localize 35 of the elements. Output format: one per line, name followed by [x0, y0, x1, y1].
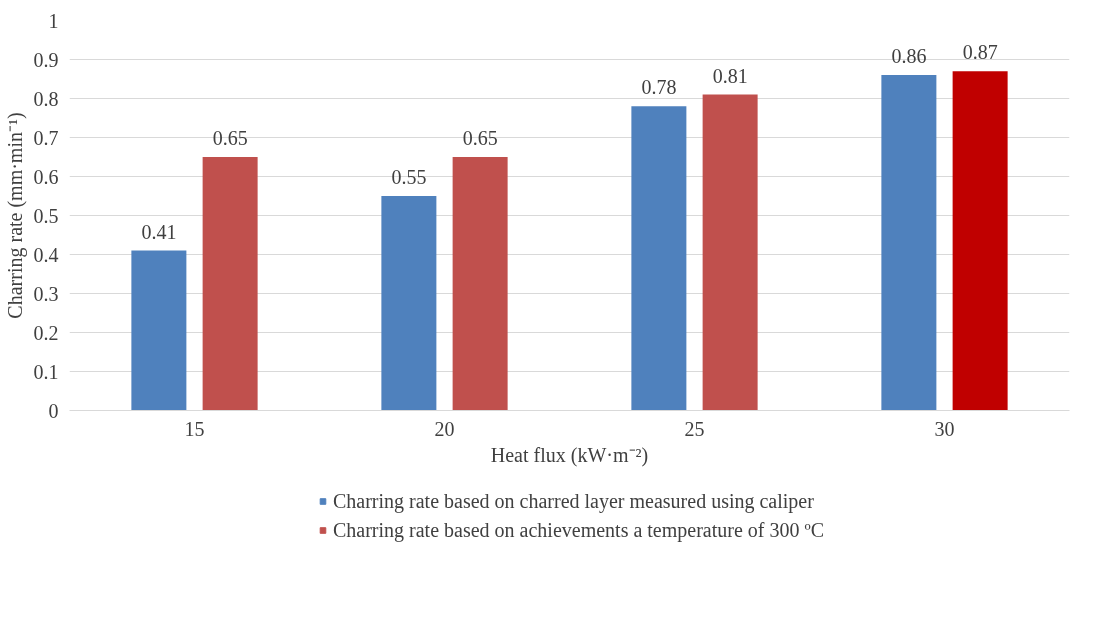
- y-tick-label: 0.6: [33, 165, 59, 188]
- bar: [702, 94, 758, 411]
- data-label: 0.65: [462, 127, 498, 149]
- x-tick-label: 20: [434, 417, 455, 440]
- data-label: 0.81: [712, 64, 748, 87]
- legend-label: Charring rate based on charred layer measured using caliper: [332, 489, 814, 513]
- data-label: 0.87: [962, 41, 998, 64]
- y-tick-label: 0.3: [33, 282, 59, 305]
- y-tick-label: 0.1: [33, 360, 59, 383]
- bar: [631, 106, 687, 411]
- data-label: 0.86: [891, 45, 927, 68]
- data-label: 0.41: [141, 220, 177, 243]
- x-tick-label: 15: [184, 417, 205, 440]
- data-label: 0.55: [391, 166, 427, 188]
- y-tick-label: 0.4: [33, 243, 59, 266]
- y-tick-label: 0.5: [33, 204, 59, 227]
- y-axis-title: Charring rate (mm·min⁻¹): [3, 112, 27, 319]
- y-tick-label: 1: [48, 9, 59, 32]
- bar: [202, 157, 258, 411]
- bar: [452, 157, 508, 411]
- x-tick-label: 30: [934, 417, 955, 440]
- y-tick-label: 0.9: [33, 48, 59, 71]
- x-axis-title: Heat flux (kW·m⁻²): [490, 443, 649, 467]
- x-tick-label: 25: [684, 417, 705, 440]
- y-tick-label: 0: [48, 399, 59, 422]
- y-tick-label: 0.2: [33, 321, 59, 344]
- bar: [381, 196, 437, 411]
- y-tick-label: 0.8: [33, 87, 59, 110]
- bar: [131, 250, 187, 411]
- data-label: 0.78: [641, 76, 677, 99]
- data-label: 0.65: [212, 127, 248, 149]
- y-tick-label: 0.7: [33, 126, 59, 149]
- bar: [881, 75, 937, 411]
- bar: [952, 71, 1008, 411]
- legend-label: Charring rate based on achievements a temperature of 300 ºC: [332, 518, 825, 542]
